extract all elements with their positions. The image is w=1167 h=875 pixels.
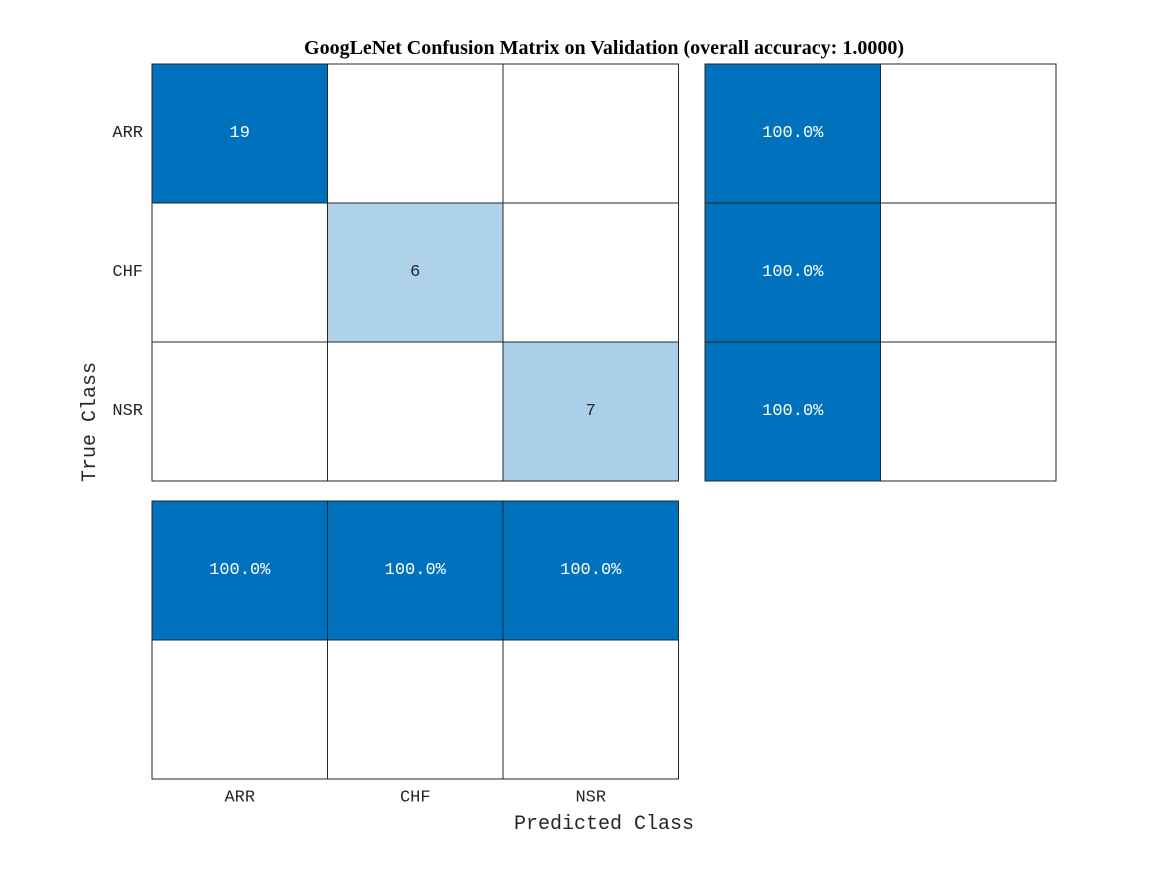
chart-title: GoogLeNet Confusion Matrix on Validation… [304,37,904,59]
x-tick-label: NSR [575,789,606,808]
column-summary-incorrect-cell [151,639,328,780]
row-summary-incorrect-cell [880,63,1057,204]
row-summary-correct-cell [704,341,881,482]
tick-labels: ARR CHF NSR ARR CHF NSR [112,124,606,808]
column-summary-correct-value: 100.0% [385,561,447,580]
column-summary-incorrect-cell [502,639,679,780]
row-summary-incorrect-cell [880,341,1057,482]
column-summary-correct-cell [327,500,504,641]
matrix-cell [151,341,328,482]
y-tick-label: NSR [112,402,143,421]
matrix-cell [151,63,328,204]
x-axis-label: Predicted Class [514,813,694,836]
matrix-cell-value: 7 [586,402,596,421]
y-axis-label: True Class [79,362,102,482]
row-summary-incorrect-cell [880,202,1057,343]
column-summary-correct-cell [151,500,328,641]
x-tick-label: ARR [224,789,255,808]
matrix-cell [502,63,679,204]
matrix-cell [327,341,504,482]
matrix-cell [502,341,679,482]
matrix-cell [327,63,504,204]
y-tick-label: CHF [112,263,143,282]
row-summary-correct-value: 100.0% [762,263,824,282]
column-summary-correct-value: 100.0% [209,561,271,580]
x-tick-label: CHF [400,789,431,808]
column-summary-correct-value: 100.0% [560,561,622,580]
matrix-cell [327,202,504,343]
y-tick-label: ARR [112,124,143,143]
row-summary-correct-cell [704,202,881,343]
column-summary: 100.0% 100.0% 100.0% [151,500,679,780]
matrix-cell-value: 6 [410,263,420,282]
matrix-cell-value: 19 [230,124,250,143]
row-summary-correct-value: 100.0% [762,402,824,421]
row-summary: 100.0% 100.0% 100.0% [704,63,1057,482]
column-summary-incorrect-cell [327,639,504,780]
row-summary-correct-value: 100.0% [762,124,824,143]
matrix-cell [151,202,328,343]
row-summary-correct-cell [704,63,881,204]
matrix-cell [502,202,679,343]
